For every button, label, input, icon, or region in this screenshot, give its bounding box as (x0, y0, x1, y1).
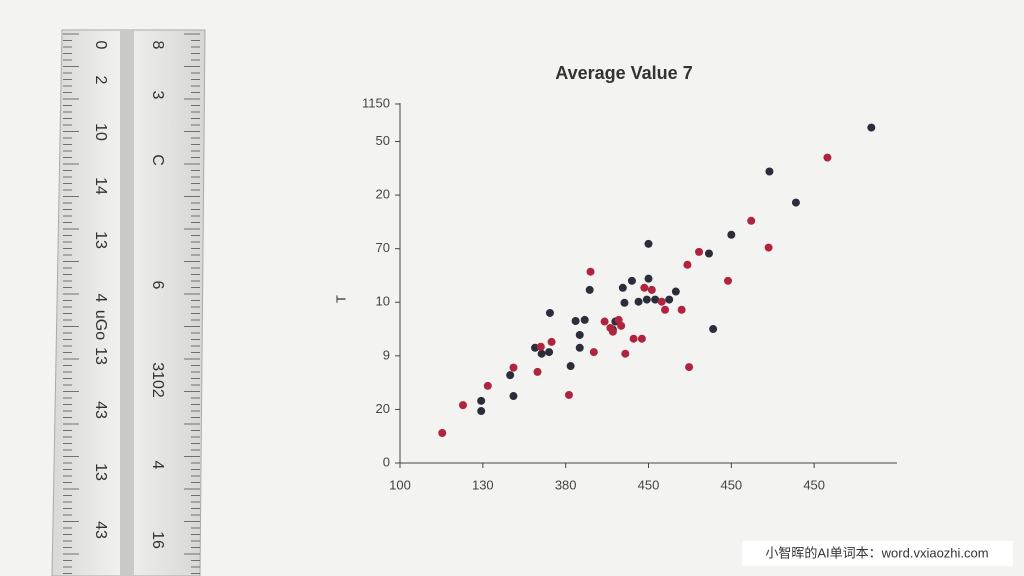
point (823, 153, 832, 162)
point (665, 295, 674, 304)
point (509, 392, 518, 401)
ruler-groove (120, 30, 134, 576)
point (545, 348, 554, 357)
point (620, 298, 629, 307)
point (600, 317, 609, 326)
x-tick-label: 130 (472, 477, 494, 492)
point (477, 396, 486, 405)
y-tick-label: 0 (383, 454, 390, 469)
point (791, 198, 800, 207)
ruler-label: 10 (92, 123, 109, 141)
y-tick-label: 10 (376, 294, 390, 309)
point (575, 343, 584, 352)
point (644, 274, 653, 283)
point (589, 348, 598, 357)
watermark-box (742, 541, 1013, 566)
watermark: 小智晖的AI单词本：word.vxiaozhi.com (765, 545, 988, 560)
ruler-label: 8 (149, 41, 166, 50)
point (661, 305, 670, 314)
y-tick-label: 50 (376, 133, 390, 148)
y-axis-label: T (333, 295, 348, 303)
point (617, 321, 626, 330)
point (547, 337, 556, 346)
point (647, 285, 656, 294)
point (545, 308, 554, 317)
point (580, 315, 589, 324)
ruler-label: 4 (92, 294, 109, 303)
y-tick-label: 9 (383, 347, 390, 362)
point (765, 167, 774, 176)
point (606, 323, 615, 332)
y-tick-label: 1150 (362, 95, 390, 110)
point (564, 390, 573, 399)
point (509, 363, 518, 372)
ruler-label: 13 (92, 231, 109, 249)
point (724, 276, 733, 285)
ruler-label: 2 (92, 76, 109, 85)
point (644, 239, 653, 248)
ruler-label: 0 (92, 41, 109, 50)
ruler-label: uGo (92, 310, 109, 340)
point (671, 287, 680, 296)
point (695, 247, 704, 256)
point (677, 305, 686, 314)
point (640, 283, 649, 292)
point (704, 249, 713, 258)
chart-title: Average Value 7 (555, 63, 692, 83)
y-tick-label: 20 (376, 401, 390, 416)
x-tick-label: 450 (803, 477, 825, 492)
ruler: 0 2 10 14 13 4 uGo 13 43 13 43 8 3 C 6 3102 4 16 (51, 29, 206, 576)
x-tick-label: 450 (720, 477, 742, 492)
point (618, 283, 627, 292)
ruler-label: 4 (149, 461, 166, 470)
point (438, 428, 447, 437)
point (867, 123, 876, 132)
point (566, 362, 575, 371)
ruler-label: 43 (92, 401, 109, 419)
ruler-label: 16 (149, 531, 166, 549)
ruler-label: 13 (92, 347, 109, 365)
point (764, 243, 773, 252)
point (627, 276, 636, 285)
point (747, 216, 756, 225)
y-tick-label: 70 (376, 240, 390, 255)
point (709, 325, 718, 334)
point (634, 297, 643, 306)
ruler-label: C (149, 154, 166, 166)
point (651, 295, 660, 304)
point (506, 371, 515, 380)
point (571, 317, 580, 326)
point (683, 260, 692, 269)
point (477, 407, 486, 416)
point (458, 401, 467, 410)
point (642, 295, 651, 304)
point (585, 285, 594, 294)
point (637, 334, 646, 343)
ruler-label: 3102 (149, 362, 166, 398)
point (575, 330, 584, 339)
ruler-label: 3 (149, 91, 166, 100)
point (727, 230, 736, 239)
point (629, 334, 638, 343)
x-tick-label: 380 (555, 477, 577, 492)
point (483, 381, 492, 390)
point (533, 367, 542, 376)
x-tick-label: 100 (389, 477, 411, 492)
point (536, 342, 545, 351)
ruler-label: 14 (92, 177, 109, 195)
x-tick-label: 450 (638, 477, 660, 492)
point (657, 297, 666, 306)
point (621, 349, 630, 358)
ruler-label: 13 (92, 463, 109, 481)
ruler-label: 43 (92, 521, 109, 539)
ruler-label: 6 (149, 281, 166, 290)
y-tick-label: 20 (376, 187, 390, 202)
point (685, 363, 694, 372)
point (586, 267, 595, 276)
point (537, 349, 546, 358)
